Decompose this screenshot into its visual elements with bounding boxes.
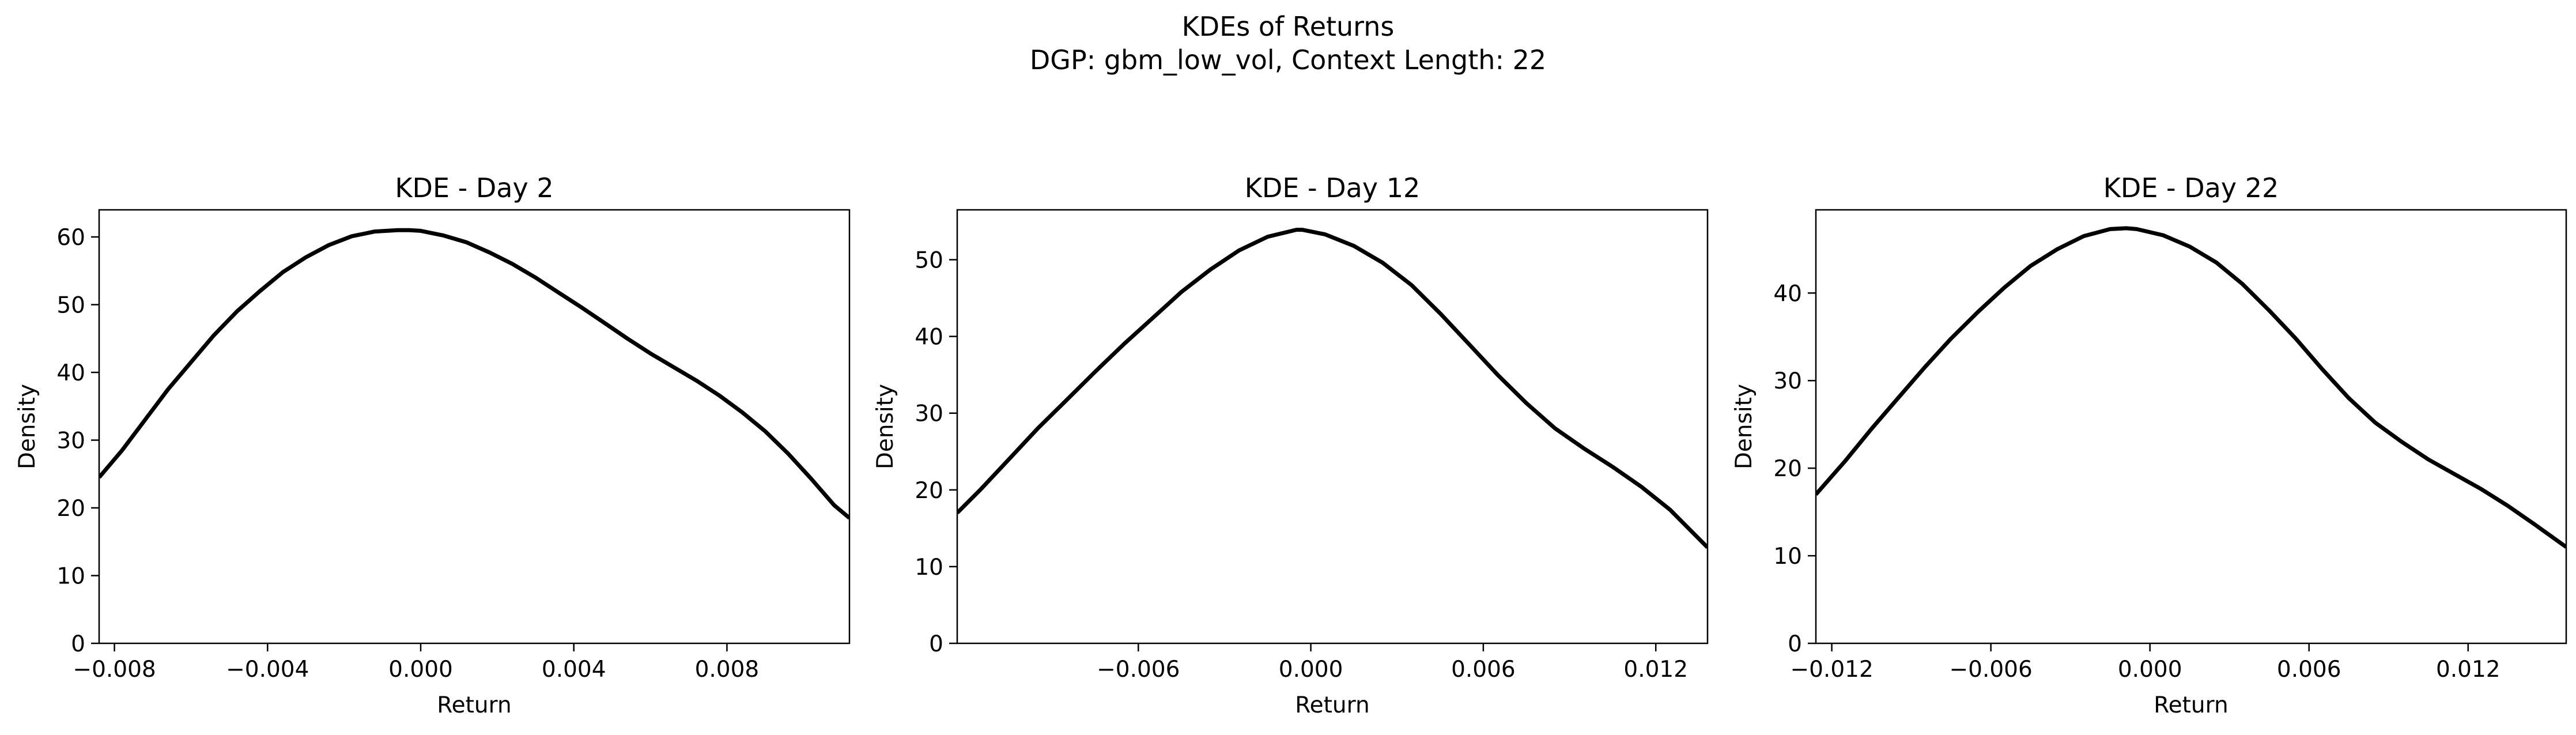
subplot-title: KDE - Day 12 [1245, 172, 1420, 203]
y-tick-label: 30 [915, 401, 943, 427]
figure-title: KDEs of Returns [1182, 11, 1395, 42]
figure-subtitle: DGP: gbm_low_vol, Context Length: 22 [1030, 44, 1546, 76]
x-tick-label: 0.000 [2118, 657, 2182, 683]
density-line-1 [957, 228, 1708, 549]
y-tick-label: 50 [915, 248, 943, 274]
x-tick-label: −0.012 [1790, 657, 1873, 683]
y-tick-label: 60 [56, 225, 85, 251]
y-tick-label: 20 [1773, 456, 1802, 482]
subplot-title: KDE - Day 2 [395, 172, 553, 203]
density-line-1 [1816, 226, 2566, 549]
y-axis-label: Density [872, 384, 898, 469]
y-tick-label: 40 [915, 325, 943, 350]
x-tick-label: −0.004 [226, 657, 309, 683]
y-tick-label: 30 [56, 428, 85, 454]
x-tick-label: 0.008 [695, 657, 760, 683]
x-tick-label: −0.006 [1097, 657, 1180, 683]
subplot-1: −0.008 −0.004 0.000 0.004 0.008 0 10 20 30 40 50 60… [14, 172, 851, 718]
subplot-panels: −0.008 −0.004 0.000 0.004 0.008 0 10 20 30 40 50 60… [14, 172, 2567, 718]
x-axis-label: Return [1295, 692, 1369, 718]
x-tick-label: −0.006 [1949, 657, 2032, 683]
axes-frame [956, 209, 1709, 644]
x-tick-label: 0.012 [1623, 657, 1688, 683]
x-tick-label: 0.006 [2277, 657, 2341, 683]
y-tick-label: 30 [1773, 368, 1802, 394]
y-tick-label: 40 [56, 360, 85, 386]
subplot-3: −0.012 −0.006 0.000 0.006 0.012 0 10 20 30 40 KDE … [1731, 172, 2567, 718]
y-tick-label: 40 [1773, 281, 1802, 307]
y-tick-label: 10 [56, 564, 85, 590]
y-tick-label: 20 [915, 478, 943, 504]
y-tick-label: 0 [929, 631, 943, 657]
y-axis-label: Density [1731, 384, 1757, 469]
x-tick-label: 0.004 [542, 657, 606, 683]
x-tick-label: −0.008 [73, 657, 156, 683]
x-axis-label: Return [437, 692, 511, 718]
y-tick-label: 0 [1788, 631, 1802, 657]
x-tick-label: 0.000 [388, 657, 453, 683]
x-tick-label: 0.000 [1279, 657, 1343, 683]
y-tick-label: 10 [915, 555, 943, 581]
density-line-1 [99, 228, 849, 520]
y-tick-label: 50 [56, 293, 85, 319]
subplot-2: −0.006 0.000 0.006 0.012 0 10 20 30 40 50 KDE - Da… [872, 172, 1709, 718]
subplot-title: KDE - Day 22 [2103, 172, 2279, 203]
y-tick-label: 0 [71, 631, 85, 657]
axes-frame [98, 209, 851, 644]
y-tick-label: 10 [1773, 544, 1802, 570]
y-tick-label: 20 [56, 496, 85, 522]
axes-frame [1815, 209, 2567, 644]
x-tick-label: 0.012 [2436, 657, 2501, 683]
y-axis-label: Density [14, 384, 40, 469]
x-tick-label: 0.006 [1451, 657, 1516, 683]
x-axis-label: Return [2154, 692, 2228, 718]
